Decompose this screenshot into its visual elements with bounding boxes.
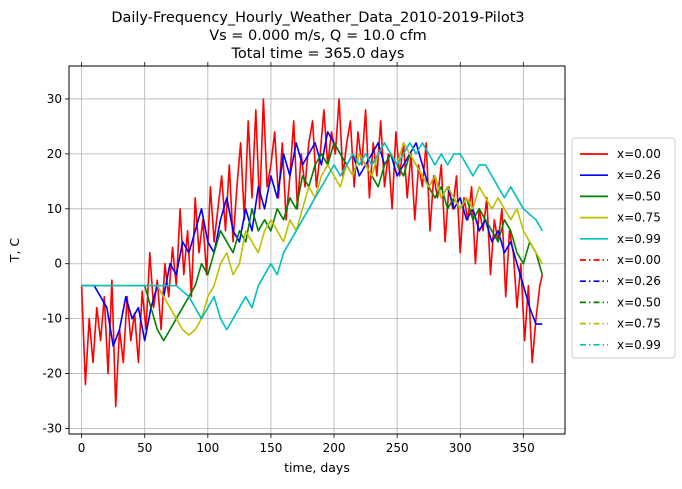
x-tick-label: 0	[78, 441, 86, 455]
legend: x=0.00 x=0.26 x=0.50 x=0.75 x=0.99 x=0.00 x=0.…	[571, 137, 676, 359]
axes-frame	[68, 65, 566, 435]
grid	[69, 66, 565, 434]
x-tick-label: 100	[196, 441, 219, 455]
legend-label-6: x=0.26	[617, 274, 661, 288]
legend-label-1: x=0.26	[617, 168, 661, 182]
y-tick-label: 10	[47, 202, 62, 216]
x-tick-label: 300	[449, 441, 472, 455]
legend-label-2: x=0.50	[617, 189, 661, 203]
x-tick-label: 250	[386, 441, 409, 455]
chart-title: Daily-Frequency_Hourly_Weather_Data_2010…	[111, 10, 524, 26]
y-tick-label: 20	[47, 147, 62, 161]
legend-label-8: x=0.75	[617, 317, 661, 331]
legend-label-0: x=0.00	[617, 147, 661, 161]
legend-label-7: x=0.50	[617, 295, 661, 309]
y-tick-label: -30	[42, 422, 62, 436]
plot-series	[80, 98, 544, 408]
axis-ticks: 0 50 100 150 200 250 300 350 -30 -20 -10 0 10 20 30	[42, 62, 535, 455]
y-tick-label: 30	[47, 92, 62, 106]
y-tick-label: -10	[42, 312, 62, 326]
legend-label-9: x=0.99	[617, 338, 661, 352]
series-line-0	[80, 98, 544, 408]
x-tick-label: 350	[512, 441, 535, 455]
y-axis-label: T, C	[7, 238, 22, 264]
y-tick-label: 0	[54, 257, 62, 271]
x-axis-label: time, days	[284, 460, 350, 475]
x-tick-label: 200	[323, 441, 346, 455]
legend-label-4: x=0.99	[617, 232, 661, 246]
legend-label-3: x=0.75	[617, 211, 661, 225]
series-line-4	[81, 142, 543, 331]
series-line-1	[81, 131, 543, 347]
y-tick-label: -20	[42, 367, 62, 381]
chart-subtitle-line-1: Vs = 0.000 m/s, Q = 10.0 cfm	[209, 28, 427, 44]
x-tick-label: 50	[137, 441, 152, 455]
chart-subtitle-line-2: Total time = 365.0 days	[231, 46, 405, 62]
x-tick-label: 150	[259, 441, 282, 455]
legend-label-5: x=0.00	[617, 253, 661, 267]
